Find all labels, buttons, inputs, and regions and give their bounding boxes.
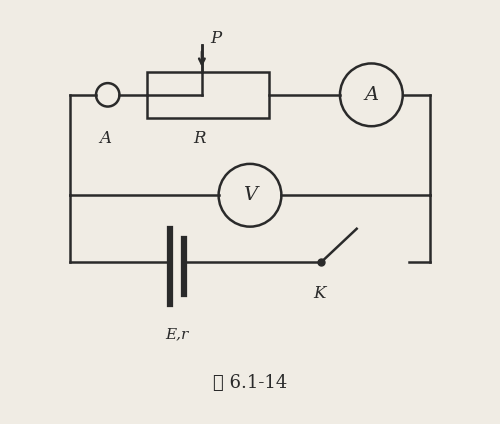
Text: E,r: E,r (165, 327, 188, 341)
Text: 图 6.1-14: 图 6.1-14 (213, 374, 287, 392)
Text: K: K (313, 285, 325, 302)
Text: R: R (194, 131, 206, 148)
Text: A: A (364, 86, 378, 104)
Text: A: A (100, 131, 112, 148)
Text: V: V (243, 186, 257, 204)
Text: P: P (210, 30, 222, 47)
Bar (148, 72, 269, 118)
